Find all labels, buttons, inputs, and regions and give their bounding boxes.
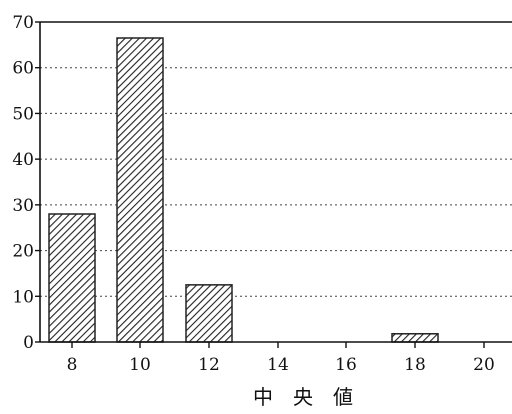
x-tick-label: 16 [335, 355, 357, 375]
y-tick-label: 60 [12, 59, 34, 79]
y-tick-labels: 0 10 20 30 40 50 60 70 [12, 13, 34, 353]
x-tick-labels: 8 10 12 14 16 18 20 [67, 355, 495, 375]
bar-10 [116, 37, 164, 343]
x-tick-label: 18 [404, 355, 426, 375]
axes [35, 21, 512, 348]
bar-18 [391, 333, 439, 343]
y-tick-label: 0 [23, 333, 34, 353]
y-tick-label: 10 [12, 287, 34, 307]
bar-8 [48, 213, 96, 343]
grid-lines [40, 67, 512, 297]
x-axis-label: 中 央 値 [253, 385, 353, 409]
x-tick-label: 20 [473, 355, 495, 375]
y-tick-label: 50 [12, 104, 34, 124]
x-tick-label: 12 [198, 355, 220, 375]
x-tick-label: 14 [267, 355, 289, 375]
x-tick-label: 8 [67, 355, 78, 375]
bar-12 [185, 284, 233, 343]
y-tick-label: 40 [12, 150, 34, 170]
bars [48, 37, 439, 343]
y-tick-label: 30 [12, 196, 34, 216]
x-tick-label: 10 [129, 355, 151, 375]
y-tick-label: 20 [12, 242, 34, 262]
y-tick-label: 70 [12, 13, 34, 33]
